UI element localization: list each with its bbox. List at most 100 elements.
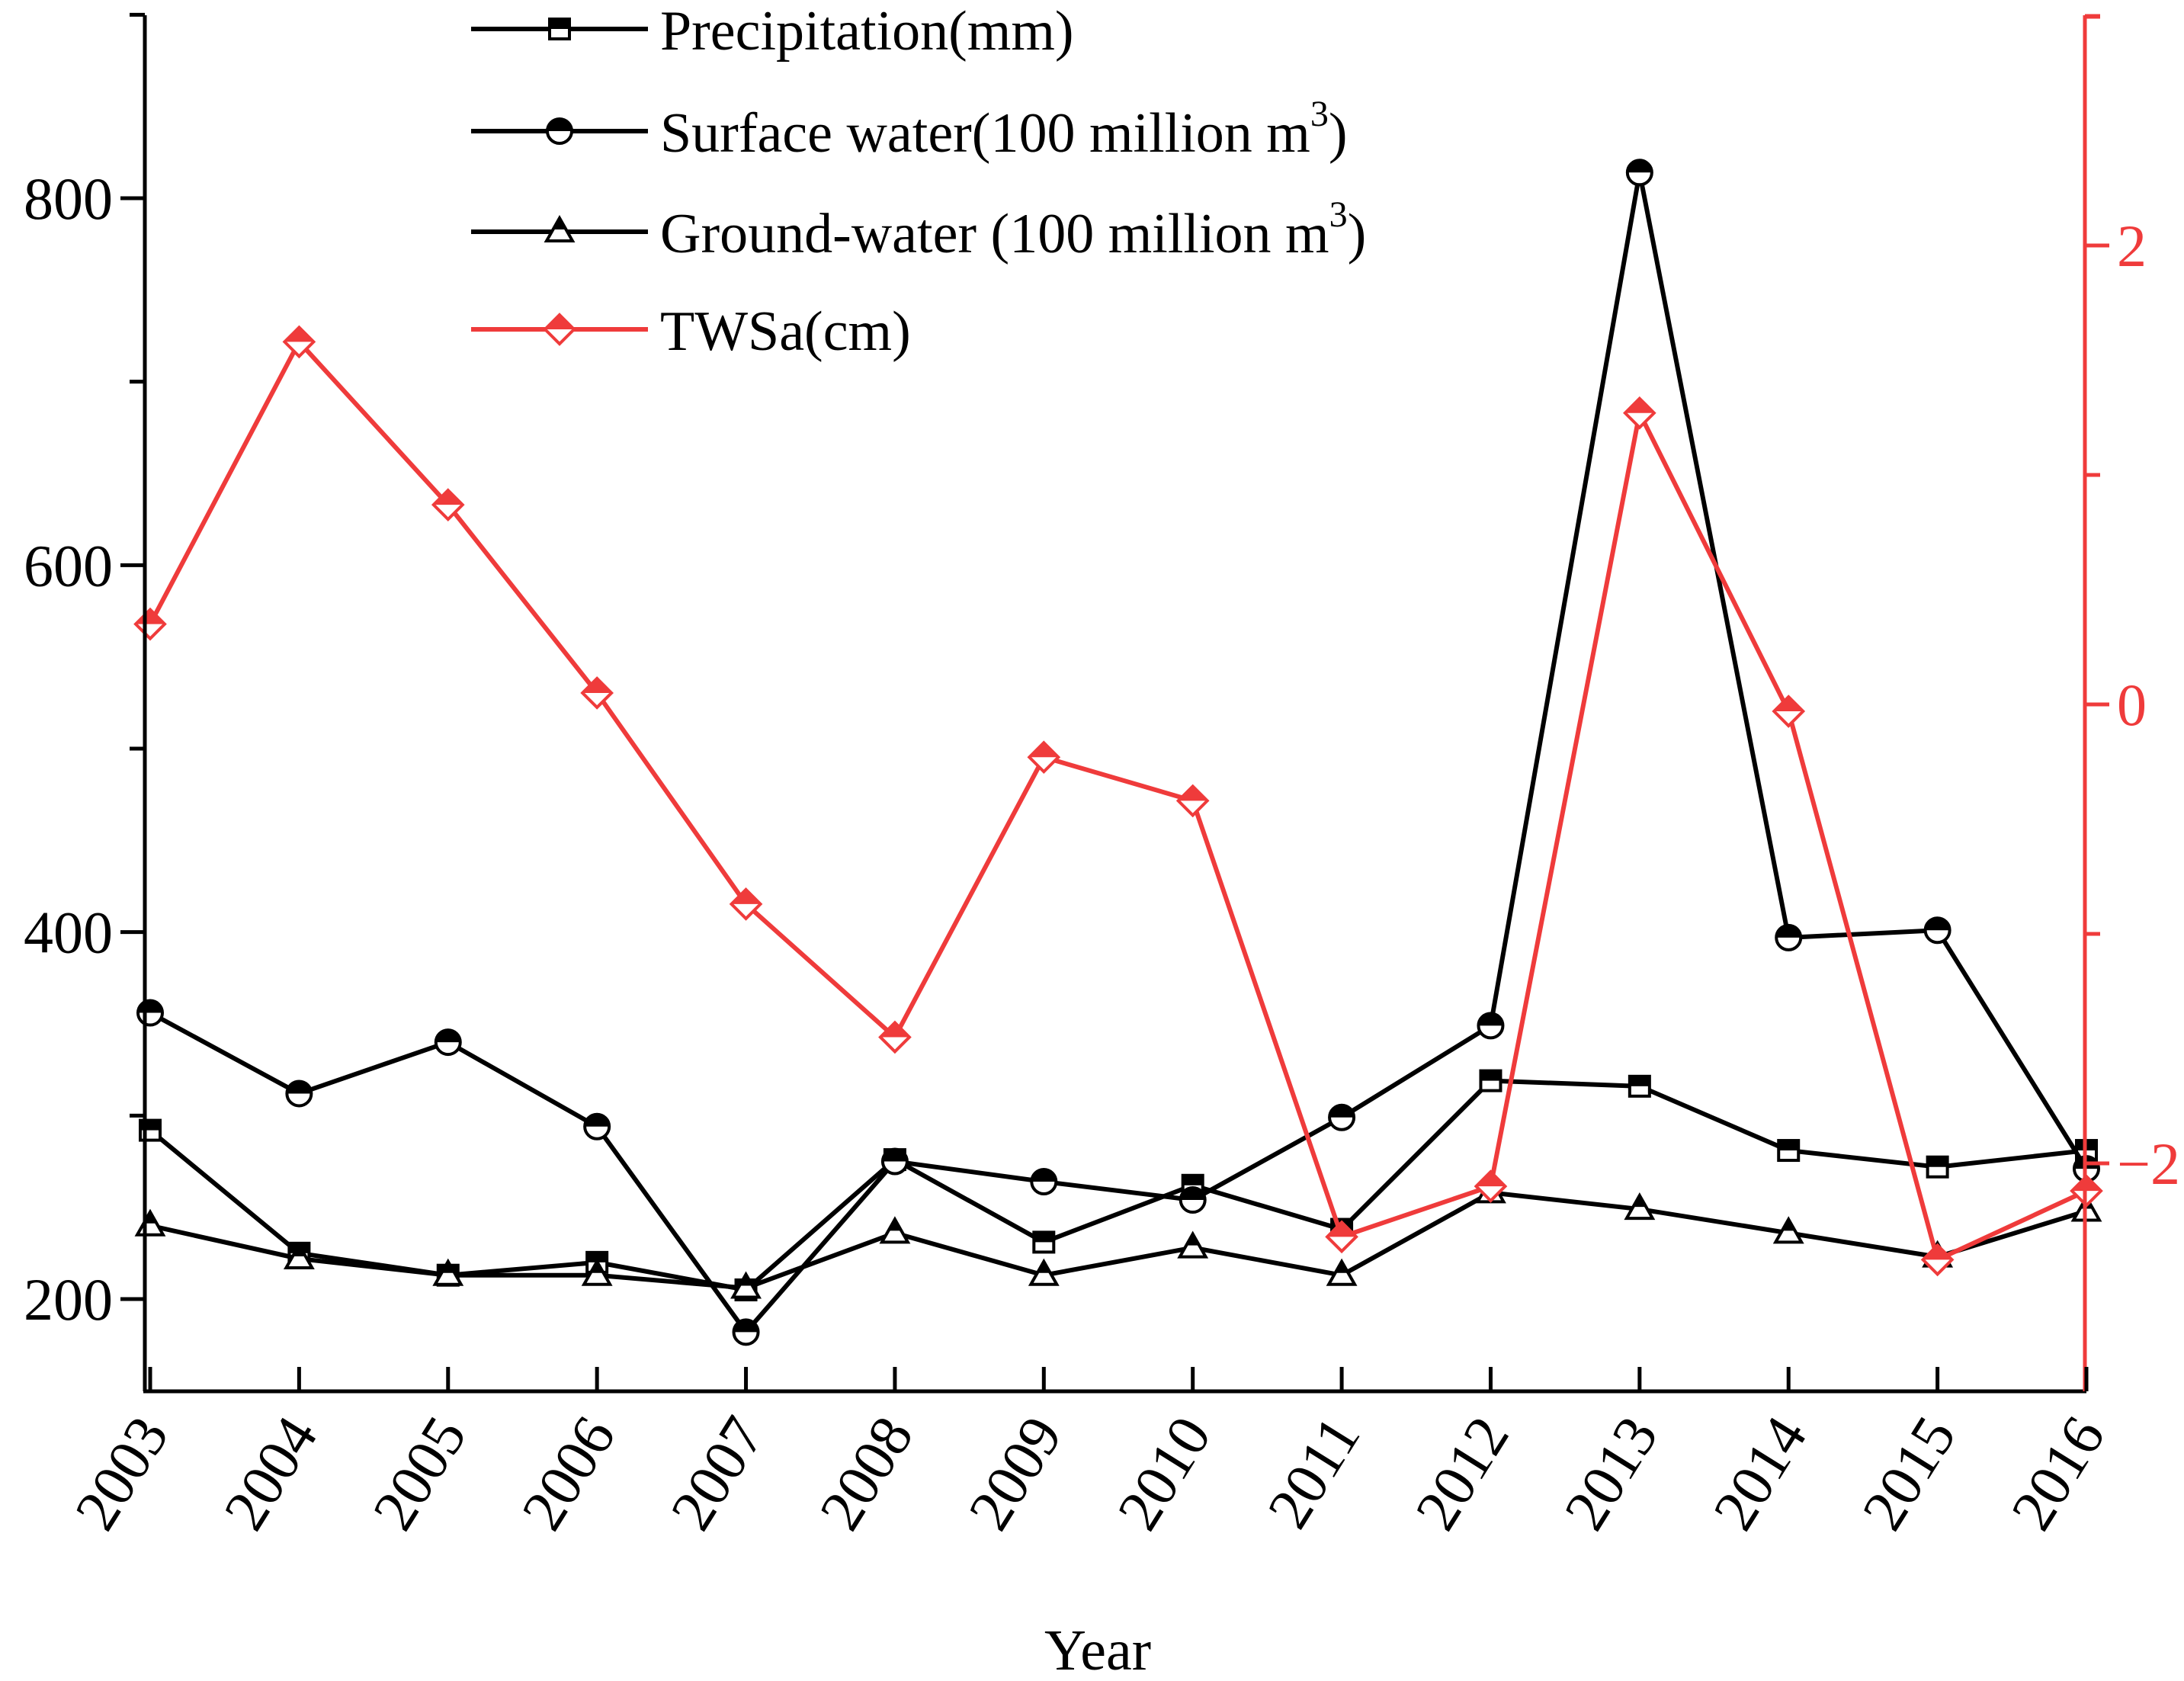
twsa-series	[133, 325, 2103, 1277]
x-tick-label: 2009	[955, 1405, 1074, 1541]
surface-water-point	[136, 999, 164, 1027]
marker-diamond-fill	[582, 678, 612, 693]
surface-water-point	[583, 1112, 611, 1140]
marker-square-fill	[1778, 1140, 1799, 1151]
marker-circle-fill	[1478, 1013, 1503, 1026]
marker-triangle-fill	[553, 218, 566, 229]
marker-square-fill	[1480, 1070, 1501, 1081]
marker-square-fill	[550, 19, 569, 29]
x-tick-label: 2005	[360, 1405, 479, 1541]
twsa-point	[1772, 695, 1806, 728]
marker-diamond-fill	[136, 609, 165, 624]
marker-diamond-fill	[545, 315, 574, 329]
marker-square-fill	[1034, 1232, 1054, 1243]
marker-circle-fill	[1627, 160, 1652, 173]
surface-water-point	[1328, 1103, 1356, 1131]
ground-water-point	[1177, 1230, 1209, 1259]
x-tick-label: 2013	[1551, 1405, 1670, 1541]
ground-water-point	[1326, 1258, 1358, 1286]
marker-square-fill	[587, 1252, 608, 1262]
surface-water-point	[1477, 1012, 1505, 1040]
marker-circle-fill	[1925, 918, 1950, 931]
legend: Precipitation(mm) Surface water(100 milli…	[471, 0, 1366, 363]
legend-label: TWSa(cm)	[660, 300, 911, 363]
left-tick-label: 400	[24, 900, 113, 966]
marker-circle-fill	[1329, 1105, 1355, 1118]
legend-swatch-marker	[548, 18, 571, 40]
surface-water-point	[1179, 1186, 1207, 1214]
marker-triangle-fill	[590, 1261, 604, 1273]
left-tick-label: 600	[24, 532, 113, 598]
surface-water-point	[880, 1147, 909, 1176]
twsa-point	[1920, 1243, 1955, 1277]
ground-water-point	[283, 1241, 315, 1270]
marker-circle-fill	[435, 1030, 460, 1043]
surface-water-point	[1030, 1167, 1058, 1195]
right-tick-label: −2	[2117, 1131, 2180, 1197]
marker-diamond-fill	[284, 327, 314, 342]
surface-water-point	[1775, 923, 1803, 951]
ground-water-point	[432, 1258, 464, 1286]
twsa-line	[148, 339, 2088, 1262]
marker-circle-fill	[1031, 1169, 1057, 1182]
marker-diamond-fill	[1029, 743, 1059, 758]
marker-diamond-fill	[880, 1022, 909, 1038]
series-layer	[133, 159, 2103, 1346]
marker-circle-fill	[882, 1149, 907, 1162]
marker-triangle-fill	[739, 1274, 753, 1286]
marker-diamond-fill	[731, 889, 761, 904]
surface-water-line	[149, 170, 2089, 1335]
left-tick-label: 200	[24, 1266, 113, 1333]
x-tick-label: 2004	[210, 1405, 329, 1541]
marker-circle-fill	[1776, 925, 1801, 938]
precipitation-point	[1032, 1230, 1056, 1254]
precipitation-point	[1926, 1155, 1949, 1179]
ground-water-point	[730, 1271, 762, 1299]
marker-diamond-fill	[1476, 1172, 1506, 1187]
precipitation-series	[139, 1069, 2098, 1301]
ground-water-point	[1772, 1216, 1804, 1244]
marker-triangle-fill	[441, 1261, 455, 1273]
marker-diamond-fill	[1774, 697, 1804, 712]
x-tick-label: 2014	[1700, 1405, 1819, 1541]
right-tick-label: 2	[2117, 213, 2147, 279]
surface-water-point	[434, 1028, 462, 1057]
legend-entry-surface-water: Surface water(100 million m3)	[471, 94, 1347, 165]
surface-water-point	[732, 1318, 760, 1346]
marker-circle-fill	[733, 1320, 758, 1333]
marker-triangle-fill	[1186, 1233, 1200, 1246]
legend-label: Surface water(100 million m3)	[660, 94, 1347, 165]
ground-water-point	[879, 1216, 911, 1244]
twsa-point	[729, 887, 763, 921]
marker-circle-fill	[1180, 1188, 1205, 1201]
precipitation-point	[585, 1250, 609, 1274]
ground-water-series	[134, 1176, 2102, 1299]
twsa-point	[133, 607, 167, 641]
legend-entry-ground-water: Ground-water (100 million m3)	[471, 194, 1366, 265]
ground-water-line	[149, 1190, 2087, 1291]
surface-water-point	[285, 1079, 313, 1108]
marker-circle-fill	[287, 1081, 312, 1094]
marker-triangle-fill	[888, 1219, 902, 1231]
marker-triangle-fill	[292, 1245, 306, 1257]
marker-square-fill	[1182, 1175, 1203, 1185]
marker-triangle-fill	[143, 1211, 157, 1224]
x-tick-label: 2012	[1402, 1405, 1521, 1541]
twsa-point	[282, 325, 316, 359]
x-tick-label: 2003	[62, 1405, 181, 1541]
surface-water-series	[136, 159, 2100, 1346]
marker-diamond-fill	[433, 490, 463, 505]
marker-square-fill	[1927, 1156, 1948, 1167]
left-tick-label: 800	[24, 165, 113, 232]
marker-diamond-fill	[1178, 786, 1207, 801]
x-tick-label: 2010	[1105, 1405, 1223, 1541]
right-tick-label: 0	[2117, 672, 2147, 738]
twsa-point	[878, 1020, 912, 1054]
marker-triangle-fill	[1782, 1219, 1795, 1231]
marker-diamond-fill	[1624, 398, 1654, 413]
precipitation-point	[1479, 1069, 1503, 1092]
legend-swatch-marker	[546, 117, 573, 145]
twsa-point	[1623, 396, 1656, 430]
x-tick-label: 2011	[1255, 1405, 1373, 1539]
